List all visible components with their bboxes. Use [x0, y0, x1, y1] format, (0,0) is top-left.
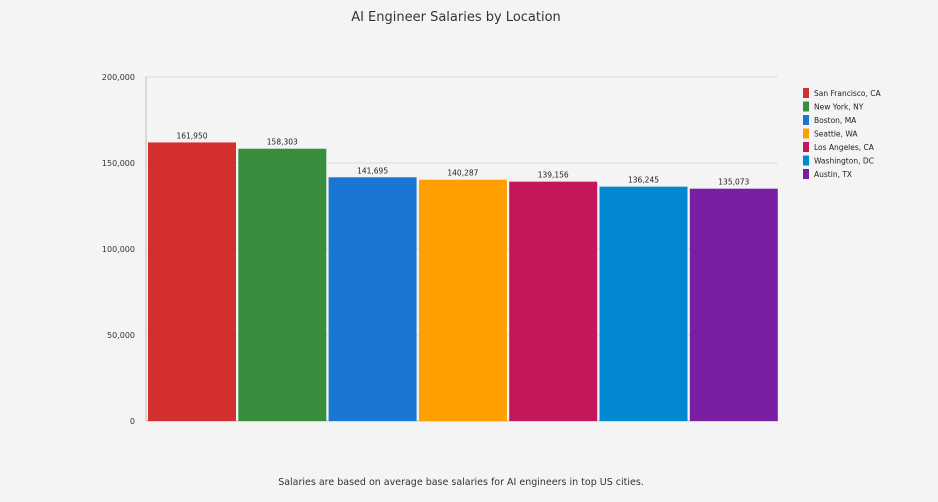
- legend-swatch: [803, 101, 809, 112]
- y-tick-label: 200,000: [102, 73, 135, 82]
- y-tick-label: 0: [130, 417, 135, 426]
- legend-swatch: [803, 142, 809, 152]
- legend-swatch: [803, 115, 809, 125]
- legend-label: Washington, DC: [814, 157, 874, 166]
- bar: [689, 188, 778, 421]
- bar: [238, 148, 327, 421]
- legend-label: Seattle, WA: [814, 130, 858, 139]
- data-label: 136,245: [628, 176, 659, 185]
- bars: [148, 142, 778, 422]
- legend-swatch: [803, 155, 809, 166]
- legend: San Francisco, CA New York, NY Boston, MA S…: [803, 88, 882, 179]
- data-labels: 161,950 158,303 141,695 140,287 139,156 136,2…: [176, 131, 749, 186]
- data-label: 135,073: [718, 178, 749, 187]
- legend-label: Boston, MA: [814, 116, 857, 125]
- y-tick-label: 100,000: [102, 245, 135, 254]
- bar: [509, 181, 598, 421]
- chart-title: AI Engineer Salaries by Location: [351, 10, 561, 25]
- legend-swatch: [803, 88, 809, 98]
- bar: [148, 142, 236, 422]
- bar: [418, 179, 507, 421]
- y-tick-label: 50,000: [107, 331, 135, 340]
- legend-label: San Francisco, CA: [814, 89, 882, 98]
- data-label: 161,950: [176, 131, 207, 140]
- data-label: 140,287: [447, 169, 478, 178]
- bar: [599, 186, 688, 421]
- chart-footnote: Salaries are based on average base salar…: [278, 477, 644, 488]
- data-label: 158,303: [267, 138, 298, 147]
- data-label: 141,695: [357, 166, 388, 175]
- y-tick-label: 150,000: [102, 159, 135, 168]
- bar: [328, 177, 417, 421]
- legend-label: Austin, TX: [814, 170, 852, 179]
- data-label: 139,156: [538, 171, 569, 180]
- legend-swatch: [803, 128, 809, 139]
- legend-swatch: [803, 169, 809, 179]
- legend-label: New York, NY: [814, 103, 864, 112]
- legend-label: Los Angeles, CA: [814, 143, 875, 152]
